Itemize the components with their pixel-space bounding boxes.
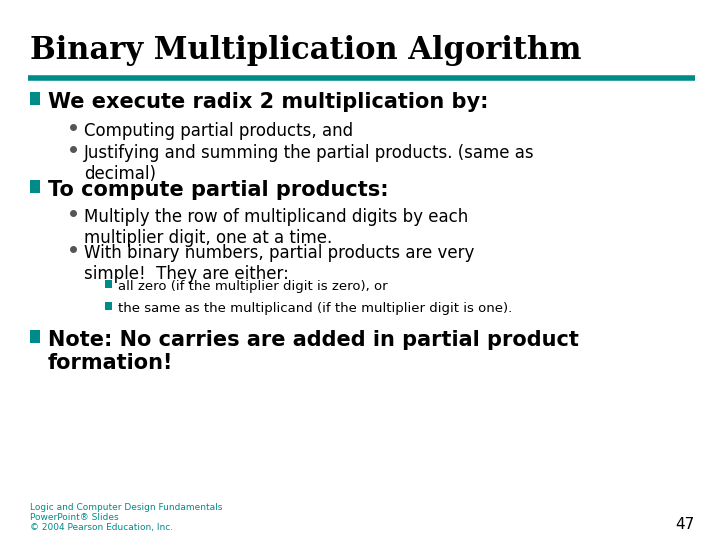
Text: PowerPoint® Slides: PowerPoint® Slides [30, 513, 119, 522]
Text: © 2004 Pearson Education, Inc.: © 2004 Pearson Education, Inc. [30, 523, 173, 532]
Text: Justifying and summing the partial products. (same as
decimal): Justifying and summing the partial produ… [84, 144, 535, 183]
FancyBboxPatch shape [30, 330, 40, 343]
Text: Multiply the row of multiplicand digits by each
multiplier digit, one at a time.: Multiply the row of multiplicand digits … [84, 208, 468, 247]
Text: We execute radix 2 multiplication by:: We execute radix 2 multiplication by: [48, 92, 488, 112]
Text: Logic and Computer Design Fundamentals: Logic and Computer Design Fundamentals [30, 503, 222, 512]
Text: Note: No carries are added in partial product
formation!: Note: No carries are added in partial pr… [48, 330, 579, 373]
Text: To compute partial products:: To compute partial products: [48, 180, 389, 200]
FancyBboxPatch shape [105, 280, 112, 288]
FancyBboxPatch shape [30, 92, 40, 105]
FancyBboxPatch shape [30, 180, 40, 193]
Text: 47: 47 [676, 517, 695, 532]
Text: With binary numbers, partial products are very
simple!  They are either:: With binary numbers, partial products ar… [84, 244, 474, 283]
Text: the same as the multiplicand (if the multiplier digit is one).: the same as the multiplicand (if the mul… [118, 302, 512, 315]
Text: Computing partial products, and: Computing partial products, and [84, 122, 353, 140]
Text: Binary Multiplication Algorithm: Binary Multiplication Algorithm [30, 35, 582, 66]
FancyBboxPatch shape [105, 302, 112, 309]
Text: all zero (if the multiplier digit is zero), or: all zero (if the multiplier digit is zer… [118, 280, 387, 293]
